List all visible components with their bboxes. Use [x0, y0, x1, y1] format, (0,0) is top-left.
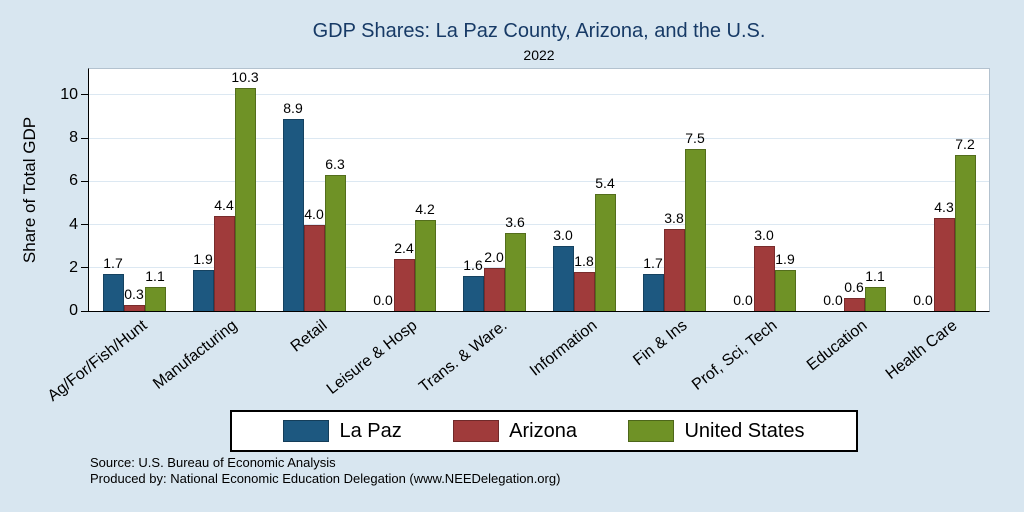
bar-value-label: 10.3	[231, 69, 259, 85]
gridline-y-6	[89, 180, 989, 182]
legend-entry-la-paz: La Paz	[283, 419, 402, 443]
bar-value-label: 2.4	[394, 240, 414, 256]
bar-united-states-education	[864, 287, 886, 311]
y-tick-label-6: 6	[69, 172, 78, 190]
gridline-y-8	[89, 137, 989, 139]
bar-la-paz-retail	[282, 119, 304, 311]
legend-swatch-arizona	[453, 420, 500, 442]
bar-arizona-ag-for-fish-hunt	[123, 305, 145, 311]
bar-value-label: 0.3	[124, 286, 144, 302]
bar-value-label: 3.0	[553, 227, 573, 243]
bar-arizona-information	[573, 272, 595, 311]
bar-value-label: 5.4	[595, 175, 615, 191]
bar-arizona-fin-ins	[663, 229, 685, 311]
bar-value-label: 1.9	[193, 251, 213, 267]
bar-united-states-information	[594, 194, 616, 311]
y-tick-label-4: 4	[69, 215, 78, 233]
bar-united-states-ag-for-fish-hunt	[144, 287, 166, 311]
y-tick-label-10: 10	[60, 85, 78, 103]
bar-value-label: 0.0	[373, 292, 393, 308]
chart-title: GDP Shares: La Paz County, Arizona, and …	[312, 20, 766, 42]
y-tick-mark-8	[81, 137, 88, 139]
bar-united-states-fin-ins	[684, 149, 706, 311]
bar-arizona-leisure-hosp	[393, 259, 415, 311]
bar-arizona-prof-sci-tech	[753, 246, 775, 311]
y-tick-label-0: 0	[69, 302, 78, 319]
bar-value-label: 7.5	[685, 130, 705, 146]
legend: La Paz Arizona United States	[230, 410, 858, 452]
y-tick-label-2: 2	[69, 258, 78, 276]
bar-value-label: 4.0	[304, 206, 324, 222]
bar-value-label: 3.0	[754, 227, 774, 243]
plot-area: 1.7 0.3 1.1 1.9 4.4 10.3 8.9 4.0 6.3 0.0 2.4 4.2 1.6…	[88, 68, 990, 312]
bar-value-label: 1.6	[463, 257, 483, 273]
bar-value-label: 4.4	[214, 197, 234, 213]
x-axis-category-label-prof-sci-tech: Prof, Sci, Tech	[688, 317, 781, 394]
bar-value-label: 1.8	[574, 253, 594, 269]
bar-value-label: 1.1	[865, 268, 885, 284]
gridline-y-4	[89, 224, 989, 226]
bar-arizona-education	[843, 298, 865, 311]
legend-label-united-states: United States	[684, 419, 805, 442]
bar-value-label: 1.7	[103, 255, 123, 271]
bar-value-label: 4.2	[415, 201, 435, 217]
gridline-y-2	[89, 267, 989, 269]
y-tick-mark-4	[81, 224, 88, 226]
y-axis-label: Share of Total GDP	[20, 116, 39, 264]
x-axis-category-label-health-care: Health Care	[882, 317, 961, 383]
bar-arizona-retail	[303, 225, 325, 311]
bar-united-states-prof-sci-tech	[774, 270, 796, 311]
y-tick-mark-2	[81, 267, 88, 269]
legend-label-arizona: Arizona	[509, 419, 577, 442]
bar-value-label: 3.8	[664, 210, 684, 226]
bar-arizona-health-care	[933, 218, 955, 311]
bar-value-label: 0.0	[913, 292, 933, 308]
bar-value-label: 0.0	[733, 292, 753, 308]
y-tick-mark-6	[81, 180, 88, 182]
bar-united-states-retail	[324, 175, 346, 311]
bar-arizona-trans-ware	[483, 268, 505, 311]
bar-united-states-leisure-hosp	[414, 220, 436, 311]
bar-la-paz-information	[552, 246, 574, 311]
y-tick-mark-0	[81, 310, 88, 312]
bar-value-label: 1.7	[643, 255, 663, 271]
bar-united-states-health-care	[954, 155, 976, 311]
bar-la-paz-manufacturing	[192, 270, 214, 311]
bar-value-label: 1.1	[145, 268, 165, 284]
source-line-2: Produced by: National Economic Education…	[90, 471, 561, 486]
bar-la-paz-trans-ware	[462, 276, 484, 311]
bar-value-label: 2.0	[484, 249, 504, 265]
legend-entry-arizona: Arizona	[453, 420, 577, 443]
bar-united-states-trans-ware	[504, 233, 526, 311]
bar-value-label: 4.3	[934, 199, 954, 215]
x-axis-category-label-education: Education	[803, 317, 871, 375]
bar-value-label: 3.6	[505, 214, 525, 230]
gridline-y-10	[89, 94, 989, 96]
legend-swatch-la-paz	[283, 420, 330, 442]
source-text: Source: U.S. Bureau of Economic Analysis…	[90, 455, 560, 487]
bar-value-label: 0.6	[844, 279, 864, 295]
chart-subtitle: 2022	[523, 47, 555, 63]
bar-value-label: 7.2	[955, 136, 975, 152]
legend-swatch-united-states	[628, 420, 675, 442]
bar-la-paz-fin-ins	[642, 274, 664, 311]
bar-united-states-manufacturing	[234, 88, 256, 311]
y-tick-mark-10	[81, 94, 88, 96]
y-tick-label-8: 8	[69, 129, 78, 147]
legend-entry-united-states: United States	[628, 419, 805, 443]
bar-la-paz-ag-for-fish-hunt	[102, 274, 124, 311]
bar-value-label: 0.0	[823, 292, 843, 308]
legend-label-la-paz: La Paz	[339, 419, 402, 442]
bar-value-label: 1.9	[775, 251, 795, 267]
source-line-1: Source: U.S. Bureau of Economic Analysis	[90, 455, 336, 470]
bar-arizona-manufacturing	[213, 216, 235, 311]
bar-value-label: 6.3	[325, 156, 345, 172]
bar-value-label: 8.9	[283, 100, 303, 116]
